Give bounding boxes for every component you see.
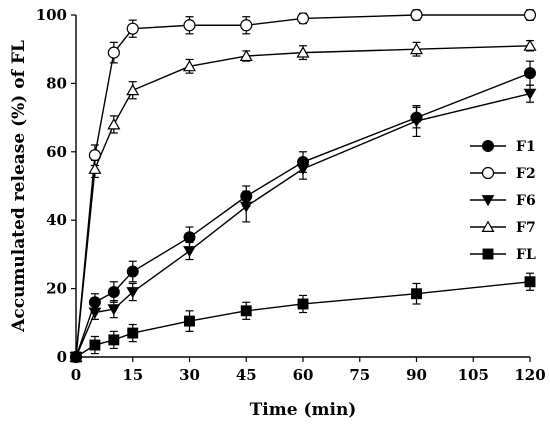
series-line-fl — [75, 281, 531, 358]
x-tick-label: 45 — [236, 366, 257, 384]
data-point-f1 — [126, 265, 139, 278]
y-tick-label: 100 — [36, 6, 67, 24]
legend-label: F2 — [516, 166, 536, 182]
series-fl — [70, 272, 536, 363]
x-tick-label: 105 — [458, 366, 489, 384]
data-point-f7 — [239, 49, 253, 62]
data-point-f7 — [182, 59, 197, 72]
series-line-f1 — [75, 72, 531, 358]
data-point-f6 — [410, 116, 423, 128]
series-f1 — [70, 60, 536, 363]
data-point-f7 — [126, 83, 140, 96]
legend-label: FL — [516, 247, 536, 263]
legend: F1 F2 F6 F7 FL — [470, 139, 536, 263]
data-point-f2 — [523, 8, 537, 22]
data-point-fl — [127, 327, 139, 339]
data-point-f7 — [107, 118, 121, 130]
data-point-f6 — [296, 164, 310, 176]
data-point-f6 — [88, 307, 102, 319]
data-point-f2 — [126, 22, 139, 35]
data-point-f6 — [126, 287, 140, 299]
data-point-f1 — [107, 286, 120, 299]
legend-label: F1 — [516, 139, 536, 155]
data-point-fl — [89, 339, 101, 351]
y-tick-label: 60 — [46, 143, 67, 161]
y-axis-title: Accumulated release (%) of FL — [9, 40, 29, 333]
data-point-fl — [411, 288, 422, 300]
x-tick-label: 30 — [179, 366, 200, 384]
y-tick-label: 0 — [57, 348, 67, 366]
legend-marker-f6 — [481, 195, 495, 207]
legend-marker-f7 — [481, 220, 495, 232]
legend-label: F7 — [516, 220, 536, 236]
y-tick-label: 80 — [46, 74, 67, 92]
data-point-f6 — [523, 88, 537, 100]
y-tick-label: 20 — [46, 280, 67, 298]
data-point-f1 — [524, 67, 536, 80]
data-point-fl — [297, 298, 309, 310]
data-point-fl — [524, 276, 536, 288]
data-point-f1 — [183, 231, 196, 244]
data-point-f2 — [240, 19, 253, 32]
x-tick-label: 60 — [293, 366, 314, 384]
data-point-f2 — [296, 12, 310, 25]
x-axis-title: Time (min) — [250, 400, 357, 420]
x-tick-label: 75 — [349, 366, 370, 384]
x-tick-label: 0 — [71, 366, 81, 384]
legend-marker-f1 — [482, 140, 494, 152]
data-point-f7 — [409, 42, 424, 55]
y-tick-label: 40 — [46, 211, 67, 229]
data-point-f6 — [107, 304, 121, 316]
data-point-fl — [70, 351, 82, 363]
data-point-f2 — [410, 8, 423, 22]
data-point-f7 — [296, 46, 310, 58]
legend-marker-fl — [482, 248, 494, 260]
series-f7 — [69, 39, 537, 362]
legend-label: F6 — [516, 193, 536, 209]
x-tick-label: 15 — [122, 366, 143, 384]
data-point-f6 — [183, 246, 196, 258]
data-point-f7 — [88, 162, 102, 174]
data-point-fl — [184, 315, 195, 327]
x-tick-label: 120 — [514, 366, 545, 384]
data-point-f2 — [183, 19, 196, 32]
data-point-f7 — [523, 39, 537, 51]
series-f6 — [69, 84, 537, 364]
data-point-fl — [108, 334, 120, 346]
x-tick-label: 90 — [406, 366, 427, 384]
legend-marker-f2 — [481, 166, 495, 180]
data-point-fl — [240, 305, 252, 317]
series-line-f6 — [75, 92, 531, 358]
data-point-f6 — [239, 201, 253, 213]
data-point-f2 — [107, 46, 120, 59]
